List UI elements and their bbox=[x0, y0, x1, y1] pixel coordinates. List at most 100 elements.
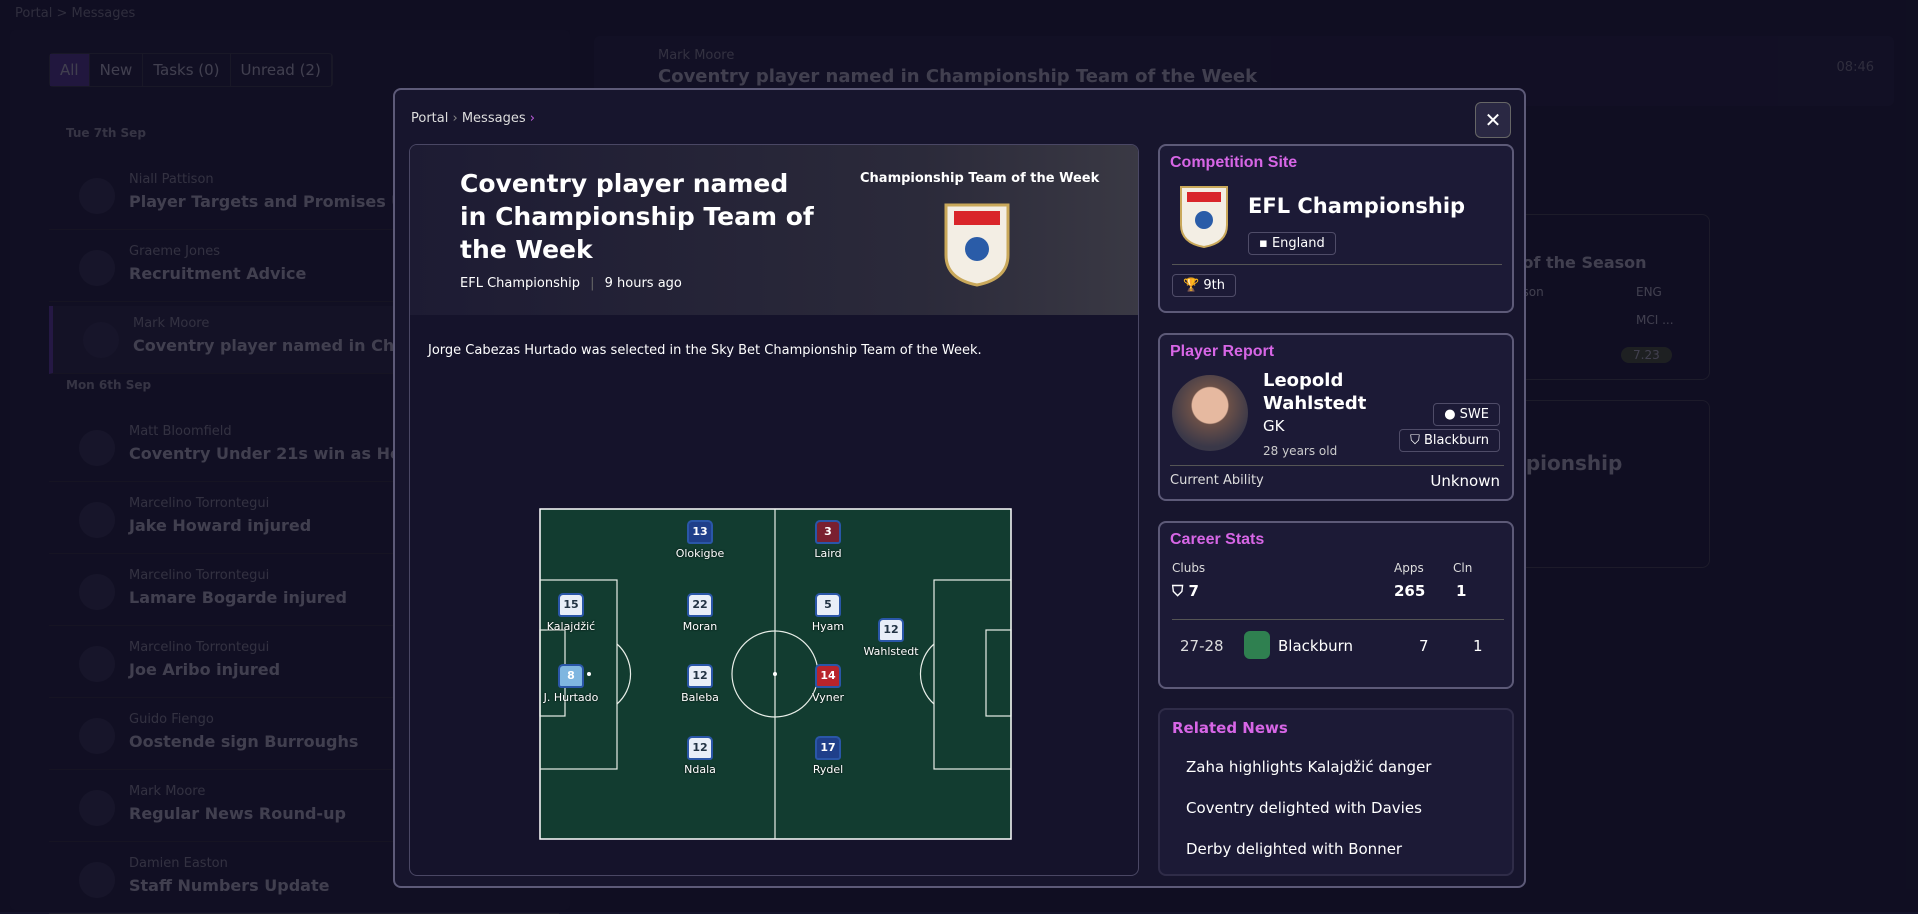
player-name[interactable]: Leopold Wahlstedt bbox=[1263, 370, 1367, 414]
avatar bbox=[79, 574, 115, 610]
nation-pill: ● SWE bbox=[1433, 403, 1500, 426]
card-heading: Career Stats bbox=[1170, 531, 1265, 548]
club-crest bbox=[1244, 631, 1270, 659]
shirt[interactable]: 3 bbox=[815, 520, 841, 544]
message-row[interactable]: Damien Easton Staff Numbers Update bbox=[49, 846, 559, 914]
career-card: Career Stats Clubs Apps Cln ⛉ 7 265 1 27… bbox=[1158, 521, 1514, 689]
player-name[interactable]: Kalajdžić bbox=[546, 620, 596, 633]
avatar bbox=[83, 322, 119, 358]
article-meta: EFL Championship | 9 hours ago bbox=[460, 276, 682, 291]
tab[interactable]: Unread (2) bbox=[231, 54, 332, 86]
player-name[interactable]: J. Hurtado bbox=[543, 691, 599, 704]
source[interactable]: EFL Championship bbox=[460, 276, 580, 291]
bg-text: ENG bbox=[1636, 285, 1662, 299]
competition-name[interactable]: EFL Championship bbox=[1248, 194, 1466, 218]
crumb[interactable]: Portal bbox=[411, 111, 449, 126]
shirt[interactable]: 5 bbox=[815, 593, 841, 617]
avatar bbox=[79, 646, 115, 682]
crumb: Messages bbox=[71, 6, 136, 21]
message-row[interactable]: Marcelino Torrontegui Joe Aribo injured bbox=[49, 630, 559, 698]
nation: England bbox=[1271, 236, 1325, 251]
card-heading: Competition Site bbox=[1170, 154, 1298, 171]
modal: Portal › Messages › ✕ Coventry player na… bbox=[393, 88, 1526, 888]
club[interactable]: Blackburn bbox=[1278, 637, 1354, 655]
tab[interactable]: All bbox=[50, 54, 90, 86]
player-position: GK bbox=[1263, 417, 1285, 435]
player-name[interactable]: Ndala bbox=[684, 763, 716, 776]
shirt[interactable]: 8 bbox=[558, 664, 584, 688]
pitch bbox=[539, 508, 1012, 840]
avatar bbox=[79, 862, 115, 898]
player-name[interactable]: Hyam bbox=[811, 620, 845, 633]
crumb[interactable]: Messages bbox=[461, 111, 526, 126]
player-name[interactable]: Baleba bbox=[681, 691, 719, 704]
player-name[interactable]: Vyner bbox=[811, 691, 844, 704]
league-position: 9th bbox=[1203, 278, 1225, 293]
shirt[interactable]: 14 bbox=[815, 664, 841, 688]
club-pill[interactable]: ⛉ Blackburn bbox=[1399, 429, 1500, 452]
shirt[interactable]: 22 bbox=[687, 593, 713, 617]
sender: Guido Fiengo bbox=[129, 712, 214, 727]
competition-card: Competition Site EFL Championship ▪ Engl… bbox=[1158, 144, 1514, 313]
sender: Graeme Jones bbox=[129, 244, 220, 259]
nation-pill: ▪ England bbox=[1248, 232, 1336, 255]
article-body: Jorge Cabezas Hurtado was selected in th… bbox=[428, 343, 982, 358]
bg-text: MCI ... bbox=[1636, 313, 1674, 327]
sender: Marcelino Torrontegui bbox=[129, 568, 270, 583]
subject: Lamare Bogarde injured bbox=[129, 588, 347, 607]
tab[interactable]: Tasks (0) bbox=[143, 54, 231, 86]
tab[interactable]: New bbox=[90, 54, 144, 86]
sender: Matt Bloomfield bbox=[129, 424, 232, 439]
subject: Jake Howard injured bbox=[129, 516, 312, 535]
sender: Damien Easton bbox=[129, 856, 228, 871]
crumb: Portal bbox=[15, 6, 53, 21]
player-age: 28 years old bbox=[1263, 444, 1338, 458]
news-item[interactable]: Derby delighted with Bonner bbox=[1186, 840, 1403, 858]
message-row[interactable]: Graeme Jones Recruitment Advice bbox=[49, 234, 559, 302]
date-header: Tue 7th Sep bbox=[66, 126, 146, 140]
news-item[interactable]: Coventry delighted with Davies bbox=[1186, 799, 1422, 817]
player-report-card: Player Report Leopold Wahlstedt GK 28 ye… bbox=[1158, 333, 1514, 501]
player-name[interactable]: Moran bbox=[682, 620, 718, 633]
tabs: All New Tasks (0) Unread (2) bbox=[49, 53, 333, 87]
bg-text: 7.23 bbox=[1621, 347, 1672, 363]
shirt[interactable]: 12 bbox=[687, 736, 713, 760]
ability: Unknown bbox=[1430, 472, 1500, 490]
sender: Mark Moore bbox=[129, 784, 206, 799]
player-name[interactable]: Wahlstedt bbox=[863, 645, 919, 658]
player-name[interactable]: Olokigbe bbox=[675, 547, 725, 560]
news-item[interactable]: Zaha highlights Kalajdžić danger bbox=[1186, 758, 1432, 776]
shirt[interactable]: 12 bbox=[687, 664, 713, 688]
competition-badge bbox=[944, 203, 1010, 287]
stat-label: Clubs bbox=[1172, 561, 1206, 575]
shirt[interactable]: 13 bbox=[687, 520, 713, 544]
message-row[interactable]: Marcelino Torrontegui Jake Howard injured bbox=[49, 486, 559, 554]
message-row[interactable]: Niall Pattison Player Targets and Promise… bbox=[49, 162, 559, 230]
player-name[interactable]: Laird bbox=[814, 547, 842, 560]
subject: Joe Aribo injured bbox=[129, 660, 281, 679]
close-button[interactable]: ✕ bbox=[1475, 102, 1511, 138]
message-row[interactable]: Mark Moore Regular News Round-up bbox=[49, 774, 559, 842]
article-title: Coventry player named in Championship Te… bbox=[460, 169, 814, 264]
shirt[interactable]: 12 bbox=[878, 618, 904, 642]
bg-breadcrumb: Portal > Messages bbox=[15, 6, 136, 21]
subject: Oostende sign Burroughs bbox=[129, 732, 359, 751]
sender: Marcelino Torrontegui bbox=[129, 640, 270, 655]
avatar bbox=[79, 718, 115, 754]
ability-label: Current Ability bbox=[1170, 473, 1264, 488]
message-row[interactable]: Marcelino Torrontegui Lamare Bogarde inju… bbox=[49, 558, 559, 626]
bg-text: r of the Season bbox=[1509, 253, 1647, 272]
shirt[interactable]: 17 bbox=[815, 736, 841, 760]
season: 27-28 bbox=[1180, 637, 1224, 655]
sender: Mark Moore bbox=[658, 48, 735, 63]
divider bbox=[1172, 264, 1502, 265]
sender: Mark Moore bbox=[133, 316, 210, 331]
stat-total: 1 bbox=[1456, 582, 1467, 600]
shirt[interactable]: 15 bbox=[558, 593, 584, 617]
badge-caption: Championship Team of the Week bbox=[860, 171, 1100, 186]
player-name[interactable]: Rydel bbox=[812, 763, 844, 776]
competition-logo bbox=[1180, 186, 1228, 249]
message-row[interactable]: Guido Fiengo Oostende sign Burroughs bbox=[49, 702, 559, 770]
stat-label: Cln bbox=[1453, 561, 1473, 575]
